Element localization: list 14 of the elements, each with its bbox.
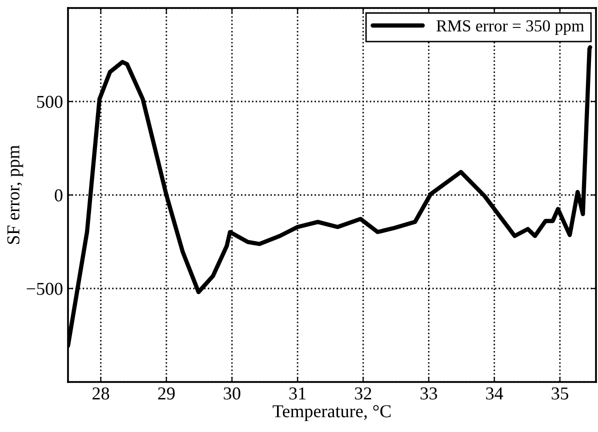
x-tick-label: 32 [354, 387, 372, 400]
x-tick-label: 29 [158, 387, 175, 400]
y-axis-title: SF error, ppm [7, 145, 24, 244]
x-tick-label: 33 [420, 387, 438, 400]
y-tick-label: 500 [37, 96, 62, 108]
x-tick-label: 34 [486, 387, 504, 400]
x-axis-title: Temperature, °C [272, 405, 391, 421]
x-tick-label: 28 [92, 387, 110, 400]
x-tick-label: 35 [552, 387, 568, 400]
y-tick-label: 0 [54, 189, 62, 202]
x-tick-label: 30 [224, 387, 240, 400]
x-tick-label: 31 [289, 387, 306, 400]
y-tick-label: −500 [26, 282, 62, 295]
legend-label: RMS error = 350 ppm [436, 20, 584, 35]
